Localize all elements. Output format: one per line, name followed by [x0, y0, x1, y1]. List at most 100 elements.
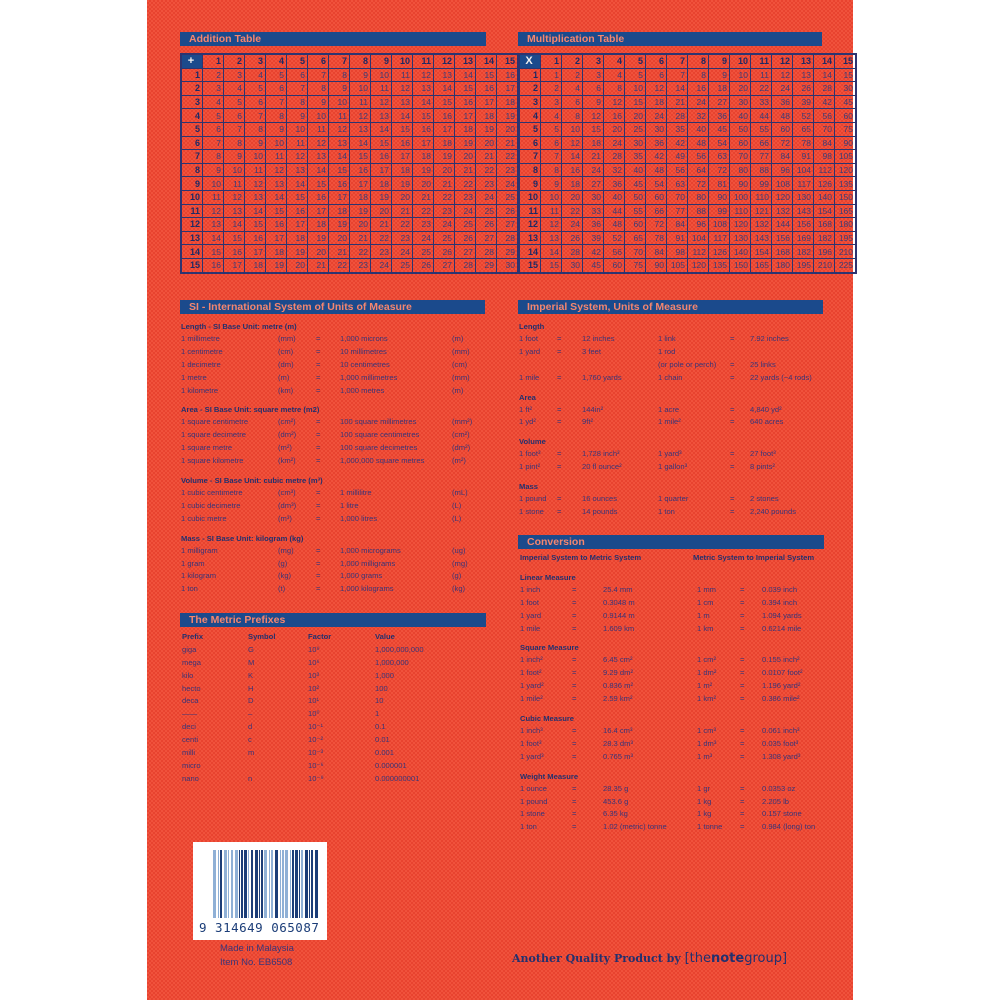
cell-text: = — [740, 796, 745, 806]
table-cell: 96 — [687, 217, 709, 232]
table-cell: 44 — [603, 203, 625, 219]
cell-text: 1 yard² — [520, 681, 544, 691]
cell-text: 2,240 pounds — [750, 507, 797, 517]
table-cell: 49 — [666, 149, 688, 164]
table-cell: 12 — [202, 203, 224, 219]
list-item: 1 millimetre (mm) = 1,000 microns (m) — [181, 333, 481, 346]
cell-text: = — [316, 334, 321, 343]
table-cell: 15 — [540, 257, 562, 274]
barcode-bar — [218, 850, 219, 918]
cell-text: – — [248, 709, 253, 719]
cell-text: milli — [182, 748, 196, 758]
table-row: 9 10 11 12 13 14 15 16 17 18 19 20 21 22 23 24 — [180, 176, 519, 191]
barcode-bar — [299, 850, 300, 918]
table-cell: 19 — [265, 257, 287, 274]
cell-text: = — [316, 571, 321, 581]
cell-text: 0.035 foot³ — [762, 738, 799, 748]
barcode-bar — [241, 850, 243, 918]
cell-text: 0.155 inch² — [762, 655, 800, 665]
cell-text: (km²) — [278, 456, 296, 466]
table-cell: 77 — [666, 203, 688, 219]
cell-text: = — [316, 545, 321, 555]
prefix-row: milli m 10⁻³ 0.001 — [182, 747, 482, 760]
barcode-bar — [264, 850, 267, 918]
cell-text: 2.205 lb — [762, 796, 790, 806]
table-cell: 144 — [771, 217, 793, 232]
cell-text: = — [572, 726, 577, 736]
list-item: 1 ft² = 144in² 1 acre = 4,840 yd² — [519, 404, 824, 417]
row-header: 15 — [180, 257, 203, 274]
cell-text: = — [557, 372, 562, 382]
cell-text: 0.01 — [375, 735, 390, 745]
row-header: 4 — [180, 108, 203, 123]
column-header: 2 — [561, 53, 583, 69]
cell-text: G — [248, 644, 254, 654]
table-cell: 36 — [708, 108, 730, 123]
table-cell: 42 — [645, 149, 667, 164]
cell-text: 0.061 inch³ — [762, 726, 800, 736]
table-cell: 169 — [792, 230, 814, 246]
cell-text: 1 link — [658, 334, 676, 343]
si-units-section: Length - SI Base Unit: metre (m) 1 millim… — [181, 314, 481, 596]
cell-text: 27 foot³ — [750, 449, 776, 459]
metric-to-imperial-heading: Metric System to Imperial System — [693, 553, 815, 562]
row-header: 12 — [518, 217, 541, 232]
cell-text: 1.02 (metric) tonne — [603, 822, 667, 832]
table-cell: 54 — [645, 176, 667, 191]
table-cell: 4 — [244, 67, 266, 83]
cell-text: = — [557, 462, 562, 472]
group-heading: Length — [519, 322, 545, 331]
table-cell: 40 — [624, 162, 646, 178]
list-item: 1 foot² = 9.29 dm² 1 dm² = 0.0107 foot² — [520, 667, 825, 680]
table-row: 12 13 14 15 16 17 18 19 20 21 22 23 24 25 26 27 — [180, 217, 519, 232]
cell-text: (or pole or perch) — [658, 359, 717, 369]
cell-text: 6.35 kg — [603, 809, 628, 819]
table-cell: 23 — [349, 257, 371, 274]
cell-text: 10⁶ — [308, 657, 320, 667]
table-cell: 30 — [645, 121, 667, 137]
table-cell: 19 — [454, 135, 476, 151]
cell-text: (mm) — [452, 346, 470, 356]
cell-text: = — [730, 449, 735, 459]
list-item: 1 stone = 6.35 kg 1 kg = 0.157 stone — [520, 808, 825, 821]
table-cell: 18 — [708, 81, 730, 96]
cell-text: 1 quarter — [658, 494, 689, 504]
cell-text: 0.3048 m — [603, 597, 635, 607]
table-cell: 20 — [454, 149, 476, 164]
cell-text: = — [730, 417, 735, 427]
table-cell: 132 — [750, 217, 772, 232]
table-cell: 56 — [666, 162, 688, 178]
table-cell: 28 — [454, 257, 476, 274]
cell-text: 1 chain — [658, 372, 683, 382]
table-cell: 28 — [561, 244, 583, 259]
cell-text: (dm) — [278, 359, 294, 369]
cell-text: 1 gram — [181, 558, 205, 568]
cell-text: micro — [182, 760, 201, 770]
barcode-bar — [248, 850, 249, 918]
table-cell: 18 — [244, 257, 266, 274]
table-cell: 24 — [454, 203, 476, 219]
barcode-bar — [220, 850, 222, 918]
cell-text: d — [248, 722, 253, 732]
table-cell: 8 — [603, 81, 625, 96]
cell-text: (mL) — [452, 488, 468, 498]
table-cell: 19 — [412, 162, 434, 178]
table-cell: 16 — [244, 230, 266, 246]
table-cell: 10 — [540, 189, 562, 205]
table-row: 6 7 8 9 10 11 12 13 14 15 16 17 18 19 20 21 — [180, 135, 519, 151]
table-cell: 20 — [624, 108, 646, 123]
table-cell: 52 — [603, 230, 625, 246]
prefix-row: micro 10⁻⁶ 0.000001 — [182, 760, 482, 773]
cell-text: 1 yard³ — [520, 751, 544, 761]
cell-text: 1 cm³ — [697, 726, 716, 736]
cell-text: (m³) — [278, 513, 292, 523]
table-cell: 2 — [561, 67, 583, 83]
table-cell: 20 — [729, 81, 751, 96]
table-row: 7 7 14 21 28 35 42 49 56 63 70 77 84 91 98 105 — [518, 149, 857, 164]
table-cell: 63 — [666, 176, 688, 191]
column-header: 11 — [412, 53, 434, 69]
cell-text: (dm²) — [278, 430, 297, 440]
table-cell: 84 — [813, 135, 835, 151]
table-cell: 126 — [708, 244, 730, 259]
cell-text: mega — [182, 657, 201, 667]
